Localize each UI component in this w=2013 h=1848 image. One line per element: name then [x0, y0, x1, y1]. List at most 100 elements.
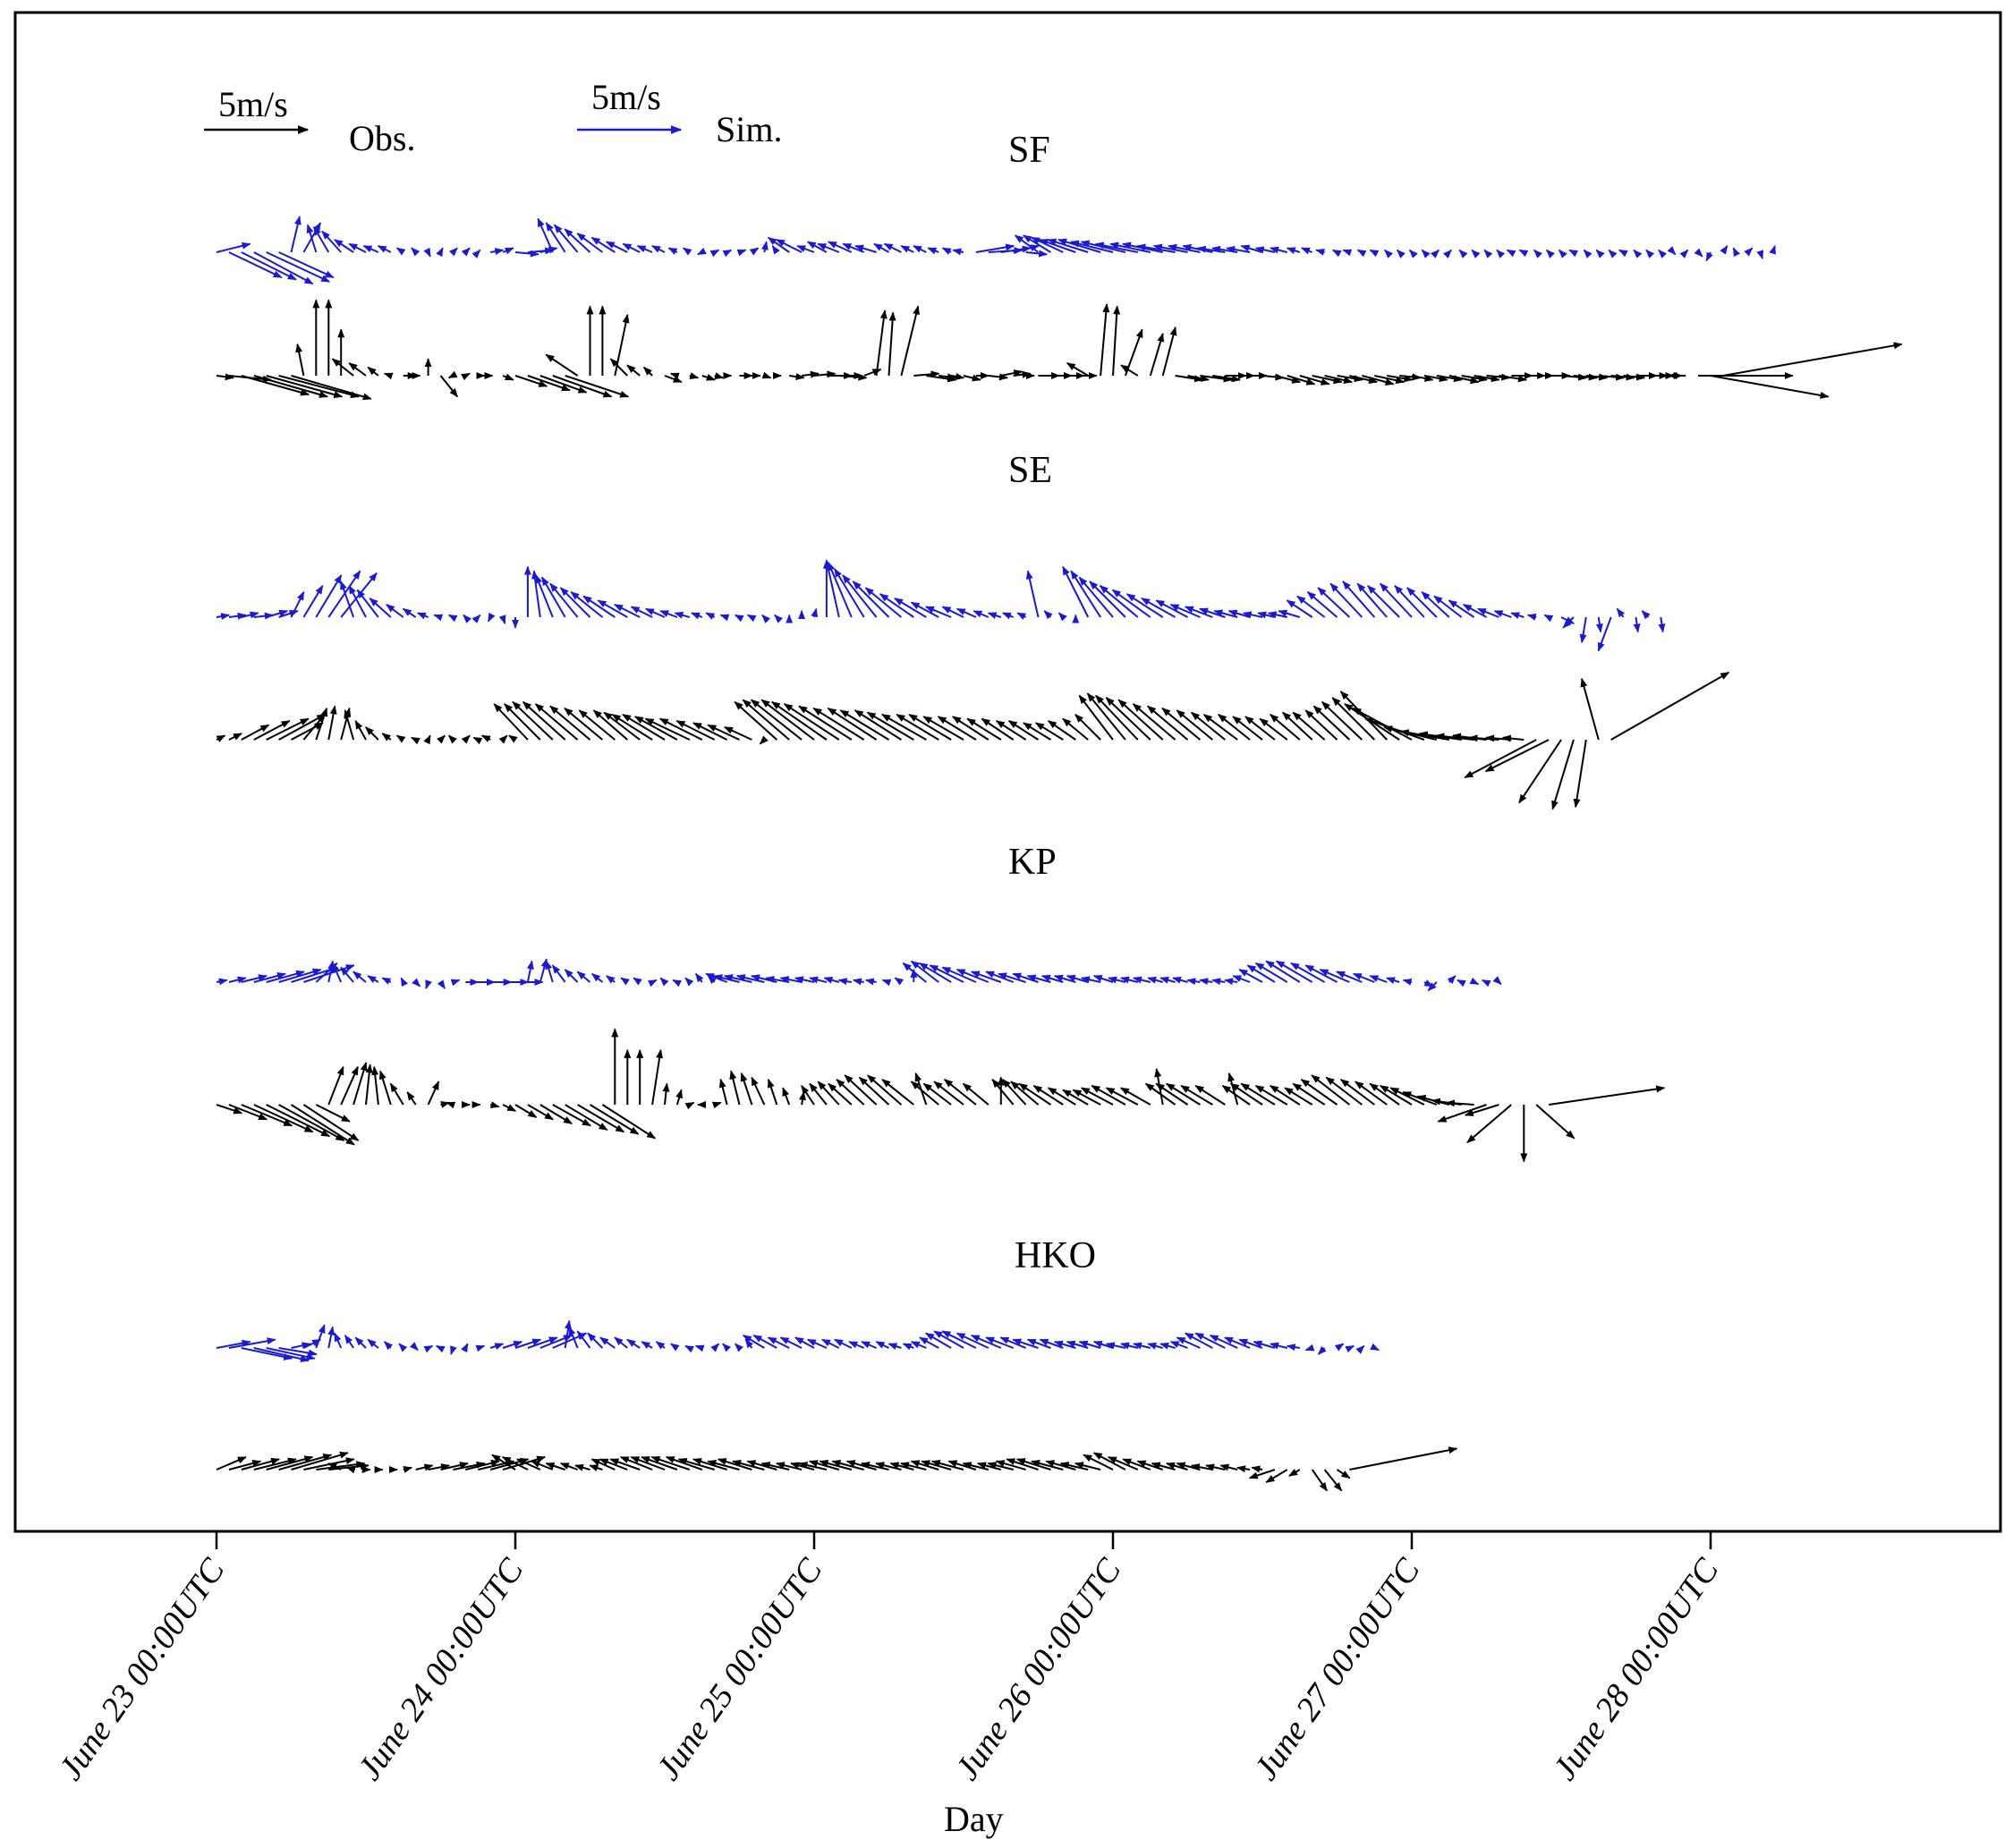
wind-vector	[1034, 722, 1064, 741]
wind-vector	[398, 1343, 408, 1352]
wind-vector	[605, 241, 628, 253]
station-label-se: SE	[1008, 450, 1052, 491]
wind-vector	[1074, 714, 1101, 741]
wind-vector	[1658, 249, 1668, 259]
x-tick-label: June 24 00:00UTC	[351, 1552, 531, 1787]
wind-vector	[577, 1104, 625, 1133]
wind-vector	[973, 610, 990, 618]
wind-vector	[1616, 607, 1626, 618]
wind-vector	[1580, 677, 1600, 741]
wind-vector	[620, 977, 630, 986]
wind-vector	[910, 1081, 939, 1106]
series-se-sim	[216, 559, 1666, 652]
wind-vector	[539, 958, 548, 983]
wind-vector	[461, 734, 471, 744]
wind-vector	[902, 962, 927, 983]
wind-vector	[783, 703, 840, 741]
wind-vector	[1047, 1087, 1076, 1106]
wind-vector	[746, 614, 757, 623]
wind-vector	[1610, 671, 1730, 741]
wind-vector	[1331, 249, 1342, 258]
wind-vector	[1043, 610, 1053, 620]
wind-vector	[489, 1343, 505, 1350]
wind-vector	[669, 372, 680, 380]
wind-vector	[450, 979, 461, 987]
x-tick-label: June 28 00:00UTC	[1546, 1552, 1727, 1787]
wind-vector	[1476, 607, 1499, 618]
wind-vector	[710, 1343, 720, 1352]
wind-vector	[377, 245, 392, 253]
wind-vector	[253, 972, 286, 983]
wind-vector	[1304, 1344, 1315, 1352]
wind-vector	[902, 1343, 914, 1351]
wind-vector	[694, 1344, 705, 1352]
wind-vector	[761, 614, 771, 623]
wind-vector	[1202, 713, 1238, 741]
wind-vector	[1292, 711, 1326, 741]
wind-vector	[428, 1463, 451, 1471]
wind-vector	[609, 358, 629, 377]
wind-vector	[1633, 249, 1643, 259]
wind-vector	[440, 1462, 469, 1471]
series-sf-sim	[216, 216, 1776, 285]
wind-vector	[395, 247, 406, 256]
wind-vector	[1769, 244, 1776, 255]
wind-vector	[367, 366, 379, 377]
wind-vector	[1548, 1085, 1666, 1106]
wind-vector	[553, 224, 579, 253]
wind-vector	[641, 1341, 653, 1350]
wind-vector	[549, 582, 579, 618]
wind-vector	[315, 574, 343, 618]
x-tick-label: June 26 00:00UTC	[948, 1552, 1129, 1787]
wind-vector	[736, 249, 747, 257]
wind-vector	[1573, 373, 1598, 381]
station-label-kp: KP	[1008, 842, 1057, 883]
wind-vector	[1161, 326, 1177, 377]
wind-vector	[1339, 1079, 1375, 1106]
wind-vector	[1329, 582, 1363, 618]
wind-vector	[1269, 1084, 1301, 1106]
wind-vector	[1246, 964, 1276, 983]
wind-vector	[1367, 585, 1400, 618]
wind-vector	[1545, 249, 1555, 259]
wind-vector	[1722, 342, 1903, 377]
wind-vector	[760, 699, 815, 741]
wind-vector	[913, 370, 940, 378]
wind-vector	[1000, 369, 1023, 377]
wind-vector	[842, 574, 878, 618]
wind-vector	[216, 1455, 247, 1471]
wind-vector	[1236, 1465, 1251, 1473]
wind-vector	[1282, 711, 1313, 741]
wind-vector	[537, 217, 554, 253]
wind-vector	[998, 972, 1026, 983]
wind-vector	[718, 1078, 728, 1106]
wind-vector	[866, 711, 914, 741]
series-kp-obs	[216, 1028, 1666, 1163]
wind-vector	[266, 970, 305, 983]
wind-vector	[327, 705, 337, 741]
wind-vector	[647, 979, 658, 988]
wind-vector	[381, 733, 392, 742]
wind-vector	[1324, 375, 1354, 384]
wind-vector	[1240, 1082, 1276, 1106]
wind-vector	[1265, 1469, 1288, 1483]
wind-vector	[707, 1460, 740, 1471]
wind-vector	[1331, 697, 1376, 741]
series-hko-sim	[216, 1319, 1380, 1362]
wind-vector	[1132, 703, 1176, 741]
wind-vector	[1149, 333, 1165, 377]
wind-vector	[881, 713, 927, 741]
wind-vector	[1362, 375, 1395, 386]
wind-vector	[1618, 249, 1628, 258]
wind-vector	[400, 977, 409, 988]
wind-vector	[1461, 375, 1488, 383]
wind-vector	[662, 1082, 670, 1106]
wind-vector	[952, 716, 990, 741]
wind-vector	[1447, 975, 1457, 985]
wind-vector	[1212, 375, 1241, 383]
wind-vector	[450, 1345, 457, 1355]
wind-vector	[1501, 734, 1525, 742]
wind-vector	[315, 1324, 326, 1349]
wind-vector	[839, 709, 890, 741]
wind-vector	[1423, 375, 1448, 383]
